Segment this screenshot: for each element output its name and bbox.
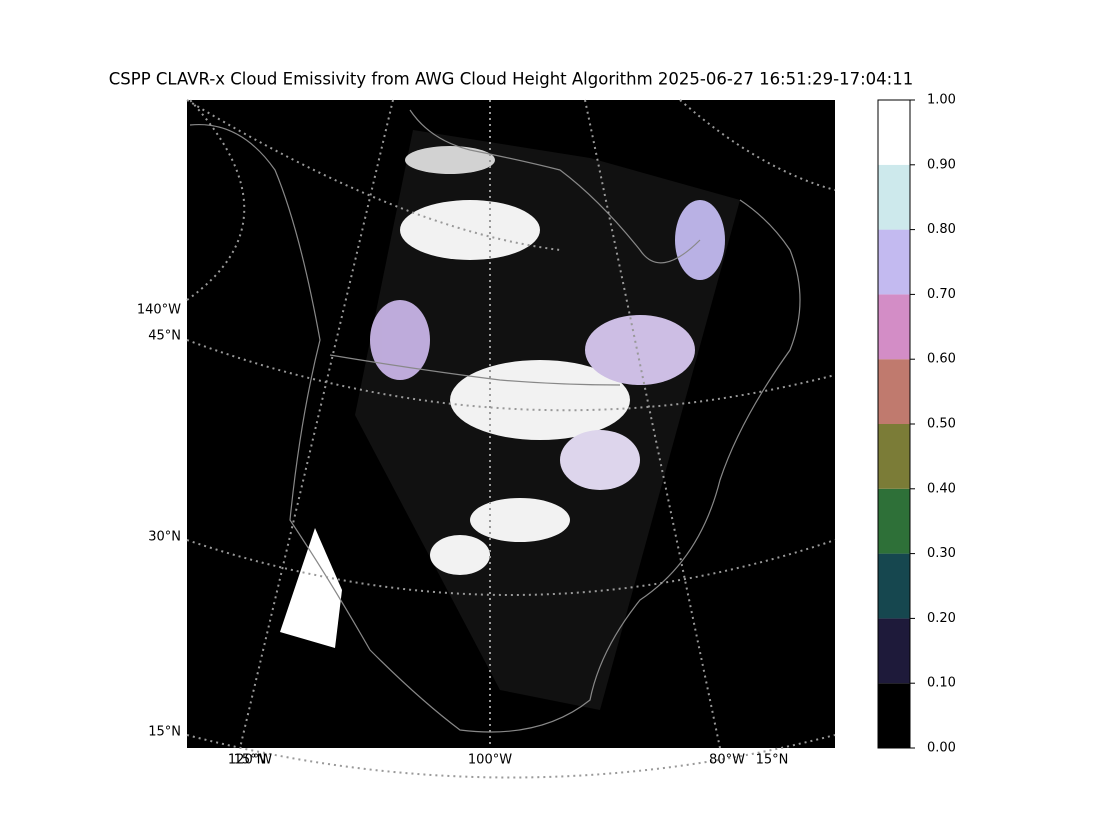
colorbar-tick-label: 0.10 [927, 676, 956, 691]
title: CSPP CLAVR-x Cloud Emissivity from AWG C… [109, 70, 913, 89]
colorbar-tick-label: 0.80 [927, 222, 956, 237]
lat-label: 45°N [148, 329, 181, 344]
clouds [370, 146, 725, 575]
coastlines [189, 109, 801, 733]
lon-label: 140°W [137, 303, 181, 318]
swath-edge [280, 528, 342, 648]
colorbar-swatch [878, 553, 910, 619]
lon-label: 120°W [228, 753, 272, 768]
colorbar-swatch [878, 683, 910, 748]
lon-label: 100°W [468, 753, 512, 768]
colorbar-tick-label: 0.50 [927, 417, 956, 432]
colorbar-swatch [878, 488, 910, 554]
colorbar-swatch [878, 294, 910, 360]
colorbar-tick-label: 0.70 [927, 287, 956, 302]
lat-label: 30°N [148, 530, 181, 545]
colorbar-swatch [878, 359, 910, 424]
colorbar-tick-label: 1.00 [927, 93, 956, 108]
colorbar-tick-label: 0.60 [927, 352, 956, 367]
colorbar-tick-label: 0.20 [927, 611, 956, 626]
colorbar-tick-label: 0.90 [927, 157, 956, 172]
colorbar-swatch [878, 424, 910, 489]
graticule [186, 99, 836, 779]
lon-label: 15°N [756, 753, 789, 768]
colorbar-tick-label: 0.40 [927, 481, 956, 496]
colorbar-swatch [878, 164, 910, 230]
map [186, 99, 836, 779]
map-labels: 140°W 120°W 15°N 100°W 80°W 15°N 45°N 30… [137, 303, 789, 768]
colorbar: 0.00 0.10 0.20 0.30 0.40 0.50 0.60 0.70 0.80 0.90… [877, 93, 956, 756]
lon-label: 80°W [709, 753, 745, 768]
colorbar-swatch [878, 229, 910, 295]
lon-label: 15°N [234, 753, 267, 768]
colorbar-swatch [878, 100, 910, 165]
lat-label: 15°N [148, 725, 181, 740]
colorbar-swatch [878, 618, 910, 684]
colorbar-tick-label: 0.00 [927, 741, 956, 756]
colorbar-tick-label: 0.30 [927, 546, 956, 561]
